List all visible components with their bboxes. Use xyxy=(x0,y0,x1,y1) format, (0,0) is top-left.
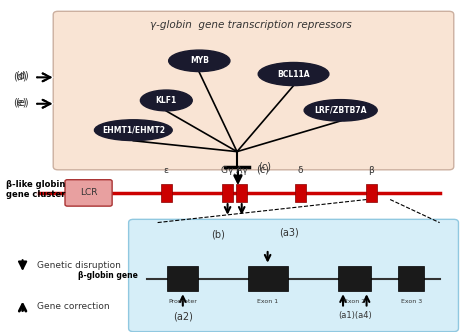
Bar xyxy=(338,266,371,291)
Ellipse shape xyxy=(258,63,329,86)
Ellipse shape xyxy=(140,90,192,111)
Text: β: β xyxy=(368,166,374,175)
Ellipse shape xyxy=(304,100,377,121)
Text: (a3): (a3) xyxy=(279,227,299,237)
Text: (a1)(a4): (a1)(a4) xyxy=(338,311,372,320)
Text: ε: ε xyxy=(164,166,169,175)
Text: LRF/ZBTB7A: LRF/ZBTB7A xyxy=(314,106,367,115)
Text: (e): (e) xyxy=(16,97,29,107)
FancyBboxPatch shape xyxy=(161,184,172,202)
Text: EHMT1/EHMT2: EHMT1/EHMT2 xyxy=(102,126,165,135)
Text: MYB: MYB xyxy=(190,56,209,65)
FancyBboxPatch shape xyxy=(65,180,112,206)
Text: Exon 2: Exon 2 xyxy=(344,299,365,304)
Text: (b): (b) xyxy=(211,229,225,239)
Text: γ-globin  gene transcription repressors: γ-globin gene transcription repressors xyxy=(150,20,352,30)
Text: (c): (c) xyxy=(256,165,269,175)
Text: LCR: LCR xyxy=(80,188,97,197)
FancyBboxPatch shape xyxy=(53,11,454,170)
Text: BCL11A: BCL11A xyxy=(277,70,310,79)
Ellipse shape xyxy=(94,120,172,141)
Text: Promoter: Promoter xyxy=(168,299,197,304)
Text: (e): (e) xyxy=(13,98,27,108)
Text: δ: δ xyxy=(298,166,303,175)
Ellipse shape xyxy=(169,50,230,72)
FancyBboxPatch shape xyxy=(365,184,377,202)
Text: (d): (d) xyxy=(16,71,29,81)
Text: KLF1: KLF1 xyxy=(155,96,177,105)
Text: β-like globin
gene cluster: β-like globin gene cluster xyxy=(6,180,65,199)
FancyBboxPatch shape xyxy=(295,184,306,202)
Text: Exon 1: Exon 1 xyxy=(257,299,278,304)
FancyArrowPatch shape xyxy=(37,100,50,108)
Bar xyxy=(247,266,288,291)
Text: (a2): (a2) xyxy=(173,311,193,321)
Bar xyxy=(398,266,424,291)
Text: β-globin gene: β-globin gene xyxy=(78,271,138,280)
Text: Gene correction: Gene correction xyxy=(36,302,109,311)
FancyBboxPatch shape xyxy=(222,184,233,202)
Text: Exon 3: Exon 3 xyxy=(401,299,422,304)
Bar xyxy=(167,266,198,291)
Text: Genetic disruption: Genetic disruption xyxy=(36,261,120,270)
FancyArrowPatch shape xyxy=(37,74,50,81)
Text: (d): (d) xyxy=(13,71,27,81)
FancyBboxPatch shape xyxy=(128,219,458,332)
FancyBboxPatch shape xyxy=(236,184,247,202)
Text: Gγ Aγ: Gγ Aγ xyxy=(221,166,248,175)
Text: (c): (c) xyxy=(258,162,271,171)
